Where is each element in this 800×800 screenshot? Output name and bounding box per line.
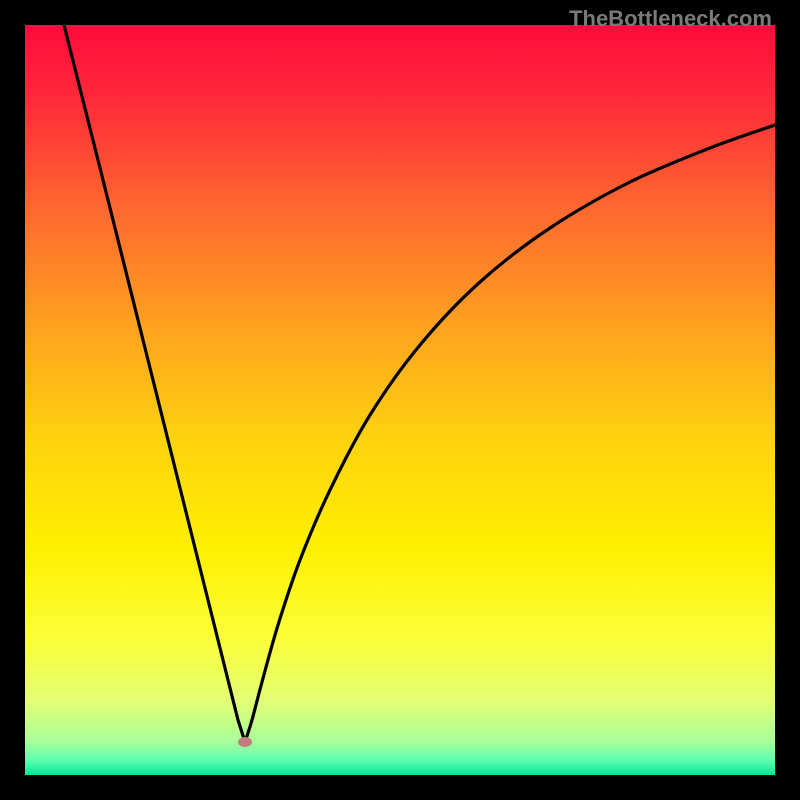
chart-container: TheBottleneck.com	[0, 0, 800, 800]
bottleneck-chart	[0, 0, 800, 800]
gradient-background	[25, 25, 775, 775]
minimum-marker	[238, 737, 252, 747]
watermark-text: TheBottleneck.com	[569, 6, 772, 32]
